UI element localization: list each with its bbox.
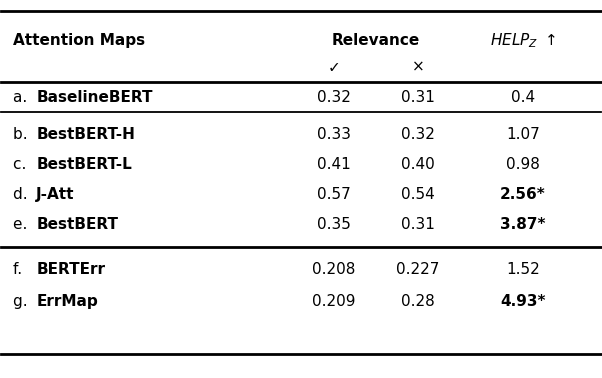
Text: e.: e. (13, 217, 33, 232)
Text: BERTErr: BERTErr (36, 262, 105, 277)
Text: 1.07: 1.07 (506, 127, 539, 142)
Text: $HELP_Z$ $\uparrow$: $HELP_Z$ $\uparrow$ (489, 31, 556, 50)
Text: 0.98: 0.98 (506, 157, 539, 172)
Text: 3.87*: 3.87* (500, 217, 545, 232)
Text: 1.52: 1.52 (506, 262, 539, 277)
Text: J-Att: J-Att (36, 187, 75, 202)
Text: b.: b. (13, 127, 33, 142)
Text: g.: g. (13, 294, 33, 309)
Text: 0.32: 0.32 (317, 90, 351, 105)
Text: a.: a. (13, 90, 33, 105)
Text: ×: × (412, 60, 424, 74)
Text: Attention Maps: Attention Maps (13, 33, 146, 48)
Text: 0.31: 0.31 (401, 217, 435, 232)
Text: 0.4: 0.4 (510, 90, 535, 105)
Text: 0.41: 0.41 (317, 157, 351, 172)
Text: 0.32: 0.32 (401, 127, 435, 142)
Text: 0.209: 0.209 (312, 294, 356, 309)
Text: BestBERT: BestBERT (36, 217, 118, 232)
Text: d.: d. (13, 187, 33, 202)
Text: Relevance: Relevance (332, 33, 420, 48)
Text: 4.93*: 4.93* (500, 294, 545, 309)
Text: ErrMap: ErrMap (36, 294, 98, 309)
Text: f.: f. (13, 262, 27, 277)
Text: 0.54: 0.54 (401, 187, 435, 202)
Text: 0.227: 0.227 (396, 262, 439, 277)
Text: 0.35: 0.35 (317, 217, 351, 232)
Text: BestBERT-H: BestBERT-H (36, 127, 135, 142)
Text: BaselineBERT: BaselineBERT (36, 90, 153, 105)
Text: c.: c. (13, 157, 32, 172)
Text: ✓: ✓ (327, 60, 340, 74)
Text: BestBERT-L: BestBERT-L (36, 157, 132, 172)
Text: 0.31: 0.31 (401, 90, 435, 105)
Text: 0.33: 0.33 (317, 127, 351, 142)
Text: 0.28: 0.28 (401, 294, 435, 309)
Text: 2.56*: 2.56* (500, 187, 545, 202)
Text: 0.40: 0.40 (401, 157, 435, 172)
Text: 0.57: 0.57 (317, 187, 351, 202)
Text: 0.208: 0.208 (312, 262, 356, 277)
